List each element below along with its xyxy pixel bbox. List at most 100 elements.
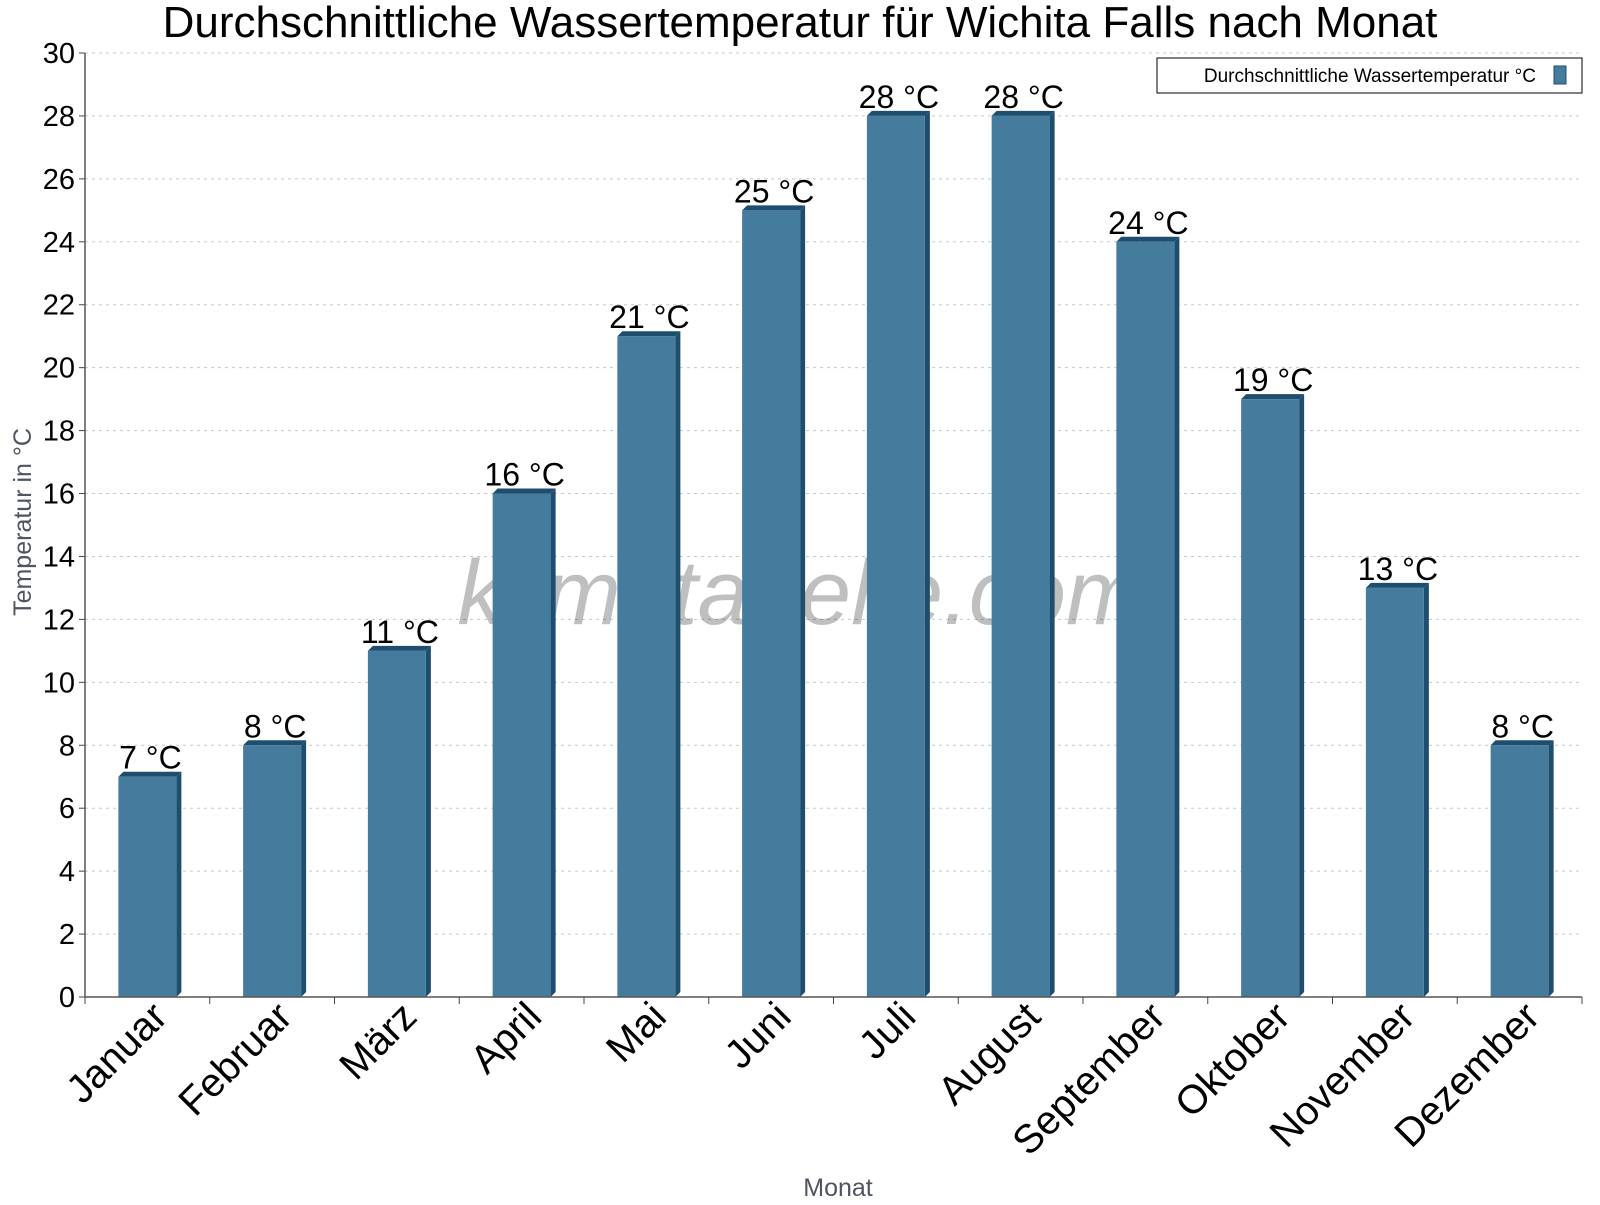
bar-front bbox=[1365, 587, 1424, 997]
bar-side bbox=[675, 331, 681, 997]
bar-side bbox=[1299, 394, 1305, 998]
bar-top bbox=[617, 331, 681, 337]
y-tick-label: 18 bbox=[43, 416, 75, 448]
y-tick-label: 0 bbox=[59, 982, 75, 1014]
bar-side bbox=[1174, 236, 1180, 998]
bar bbox=[1116, 236, 1180, 998]
bar-top bbox=[1116, 236, 1180, 242]
y-tick-label: 16 bbox=[43, 479, 75, 511]
bar bbox=[1241, 394, 1305, 998]
bar-top bbox=[367, 645, 431, 651]
bar-top bbox=[118, 771, 182, 777]
y-tick-label: 30 bbox=[43, 38, 75, 70]
bar-front bbox=[866, 115, 925, 997]
bar-side bbox=[924, 110, 930, 997]
bar bbox=[492, 488, 556, 997]
bar-front bbox=[492, 493, 551, 997]
bar-top bbox=[1365, 582, 1429, 588]
bar-front bbox=[617, 336, 676, 997]
y-tick-label: 14 bbox=[43, 541, 75, 573]
bar-front bbox=[742, 210, 801, 998]
bar-front bbox=[367, 650, 426, 997]
y-tick-label: 20 bbox=[43, 353, 75, 385]
x-tick-label: Januar bbox=[58, 994, 176, 1112]
data-label: 25 °C bbox=[734, 173, 814, 209]
x-tick-label: April bbox=[462, 994, 550, 1082]
bar-side bbox=[800, 205, 806, 998]
y-tick-label: 26 bbox=[43, 164, 75, 196]
data-label: 8 °C bbox=[1491, 708, 1554, 744]
y-tick-label: 22 bbox=[43, 290, 75, 322]
bar-side bbox=[1423, 582, 1429, 997]
bar-top bbox=[492, 488, 556, 494]
legend: Durchschnittliche Wassertemperatur °C bbox=[1156, 57, 1583, 94]
y-tick-label: 12 bbox=[43, 604, 75, 636]
bar-side bbox=[176, 771, 182, 997]
data-label: 16 °C bbox=[484, 457, 564, 493]
bar-side bbox=[550, 488, 556, 997]
legend-box bbox=[1156, 57, 1583, 94]
y-tick-label: 2 bbox=[59, 919, 75, 951]
x-tick-label: Februar bbox=[170, 994, 300, 1124]
bar-side bbox=[425, 645, 431, 997]
data-label: 28 °C bbox=[859, 79, 939, 115]
bar-side bbox=[1548, 740, 1554, 997]
data-labels: 7 °C 8 °C 11 °C 16 °C 21 °C 25 °C 28 °C 28 °C 24… bbox=[119, 79, 1554, 776]
data-label: 11 °C bbox=[361, 614, 439, 650]
bar-front bbox=[118, 776, 177, 997]
bar-side bbox=[301, 740, 307, 997]
y-tick-label: 4 bbox=[59, 856, 75, 888]
y-tick-label: 6 bbox=[59, 793, 75, 825]
bar-top bbox=[1490, 740, 1554, 746]
bar-front bbox=[1241, 399, 1300, 998]
x-tick-label: Mai bbox=[598, 994, 675, 1071]
data-label: 13 °C bbox=[1358, 551, 1438, 587]
bar bbox=[1365, 582, 1429, 997]
chart-title: Durchschnittliche Wassertemperatur für W… bbox=[163, 0, 1438, 47]
x-tick-label: Juli bbox=[851, 994, 925, 1068]
legend-series-label: Durchschnittliche Wassertemperatur °C bbox=[1204, 66, 1536, 87]
data-label: 28 °C bbox=[983, 79, 1063, 115]
bar bbox=[243, 740, 307, 997]
bar-top bbox=[243, 740, 307, 746]
x-tick-label: Oktober bbox=[1167, 994, 1299, 1126]
x-tick-label: Juni bbox=[716, 994, 799, 1077]
bar bbox=[866, 110, 930, 997]
bar-front bbox=[991, 115, 1050, 997]
x-tick-label: März bbox=[331, 994, 425, 1088]
bar bbox=[617, 331, 681, 997]
data-label: 8 °C bbox=[244, 708, 307, 744]
y-tick-label: 8 bbox=[59, 730, 75, 762]
data-label: 21 °C bbox=[609, 299, 689, 335]
y-axis-title: Temperatur in °C bbox=[9, 428, 37, 616]
data-label: 7 °C bbox=[119, 740, 182, 776]
axes bbox=[79, 52, 1583, 1004]
bar-front bbox=[1490, 745, 1549, 997]
bar-front bbox=[1116, 241, 1175, 998]
data-label: 19 °C bbox=[1233, 362, 1313, 398]
bars bbox=[118, 110, 1554, 998]
data-label: 24 °C bbox=[1108, 205, 1188, 241]
bar-side bbox=[1049, 110, 1055, 997]
bar bbox=[991, 110, 1055, 997]
bar bbox=[742, 205, 806, 998]
legend-swatch bbox=[1553, 65, 1567, 85]
bar bbox=[367, 645, 431, 997]
y-tick-label: 24 bbox=[43, 227, 75, 259]
bar-top bbox=[1241, 394, 1305, 400]
bar-top bbox=[742, 205, 806, 211]
gridlines bbox=[85, 52, 1582, 935]
bar-top bbox=[866, 110, 930, 116]
bar bbox=[118, 771, 182, 997]
bar bbox=[1490, 740, 1554, 997]
bar-top bbox=[991, 110, 1055, 116]
x-axis-title: Monat bbox=[803, 1174, 873, 1200]
bar-front bbox=[243, 745, 302, 997]
y-tick-label: 10 bbox=[43, 667, 75, 699]
x-tick-label: August bbox=[930, 994, 1049, 1113]
y-tick-label: 28 bbox=[43, 101, 75, 133]
